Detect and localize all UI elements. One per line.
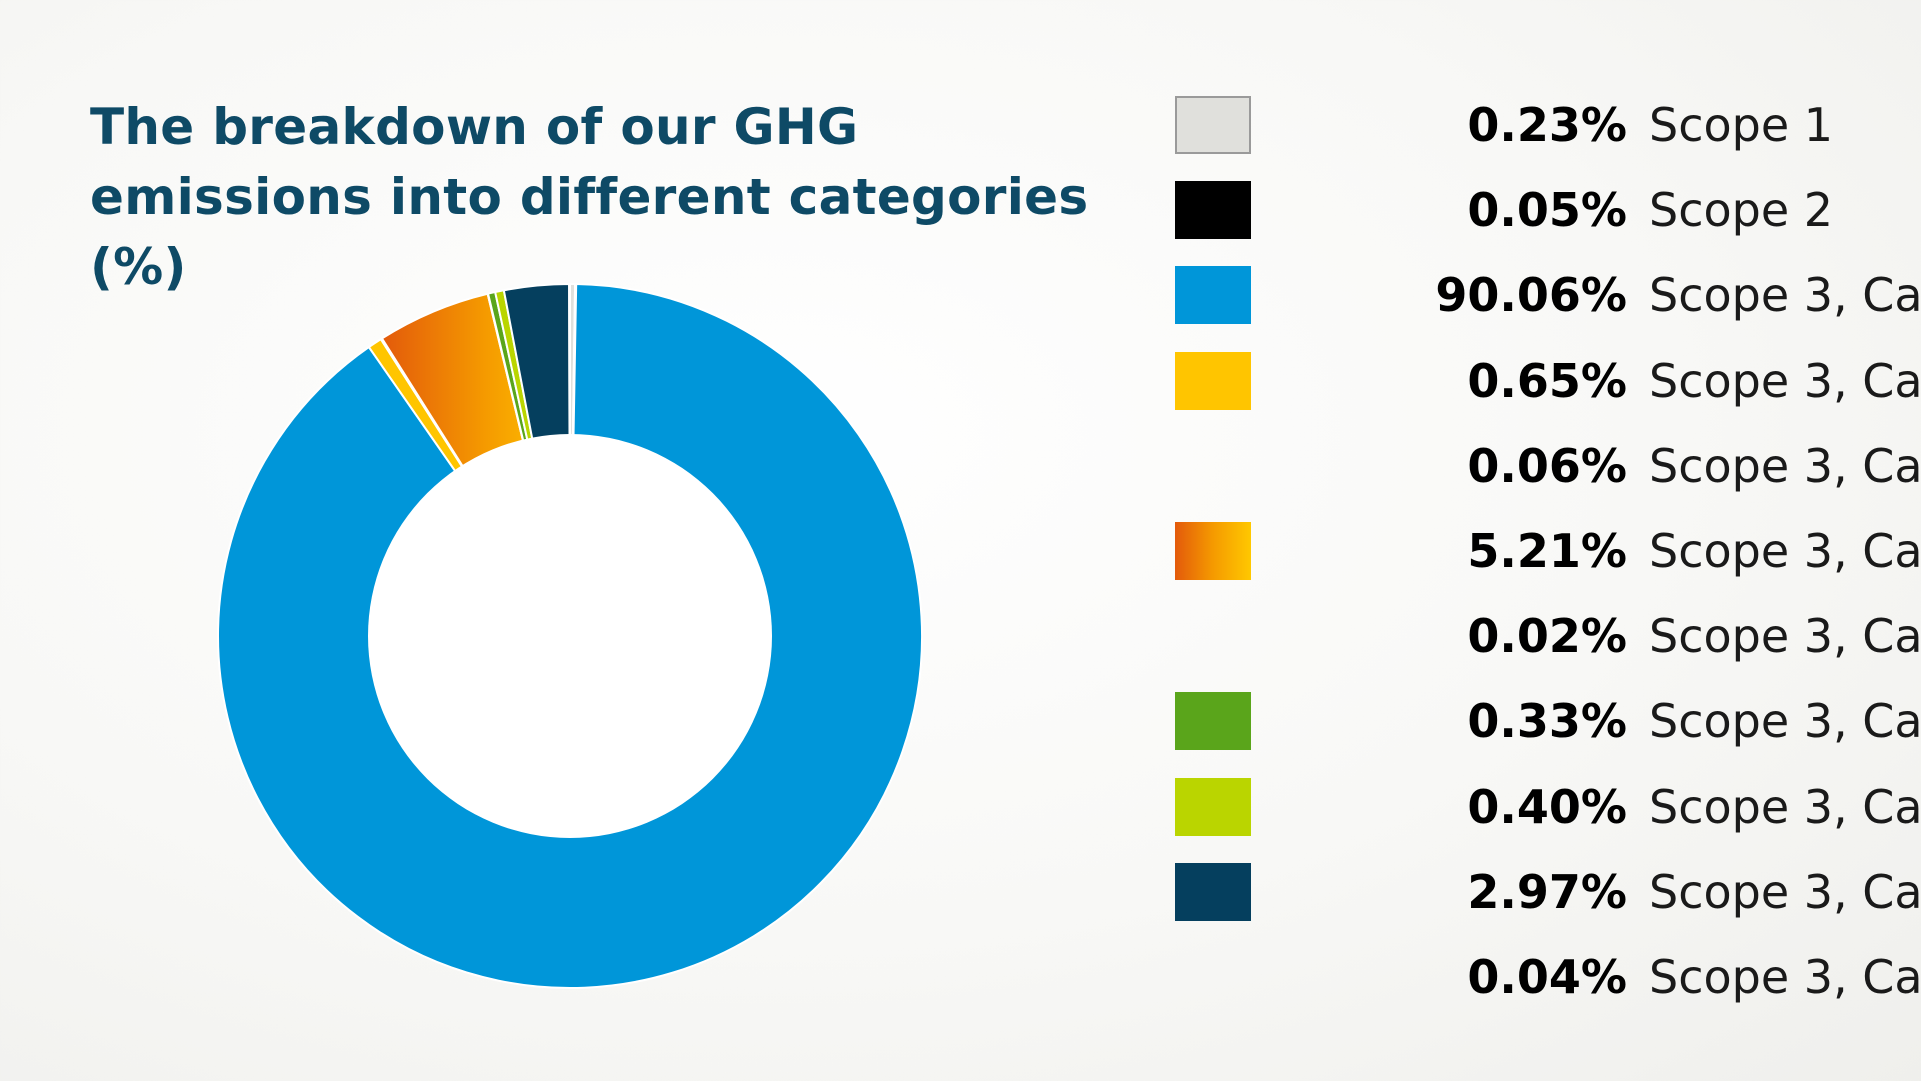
legend-label: Scope 3, Cat 1 <box>1649 268 1921 323</box>
legend-label: Scope 3, Cat 7 <box>1649 779 1921 834</box>
legend-value: 5.21% <box>1467 523 1627 578</box>
legend-swatch <box>1175 777 1251 836</box>
donut-hole <box>368 434 772 838</box>
legend-item-scope-3-cat-9: 2.97% Scope 3, Cat 9 <box>1175 861 1921 946</box>
legend-label: Scope 3, Cat 2 <box>1649 353 1921 408</box>
legend-item-scope-2: 0.05% Scope 2 <box>1175 179 1895 264</box>
legend-item-scope-3-cat-4: 5.21% Scope 3, Cat 4 <box>1175 520 1921 605</box>
legend-item-scope-1: 0.23% Scope 1 <box>1175 94 1895 179</box>
legend-item-scope-3-cat-6: 0.33% Scope 3, Cat 6 <box>1175 690 1921 775</box>
legend-label: Scope 3, Cat 5 <box>1649 609 1921 664</box>
legend-value: 2.97% <box>1467 864 1627 919</box>
legend: 0.23% Scope 1 0.05% Scope 2 90.06% Scope 3, C… <box>1175 94 1921 1031</box>
legend-item-scope-3-cat-12: 0.04% Scope 3, Cat 12 <box>1175 946 1921 1031</box>
chart-title: The breakdown of our GHG emissions into … <box>90 98 1089 296</box>
legend-value: 0.40% <box>1467 779 1627 834</box>
legend-label: Scope 3, Cat 3 <box>1649 438 1921 493</box>
legend-swatch <box>1175 266 1251 325</box>
legend-item-scope-3-cat-1: 90.06% Scope 3, Cat 1 <box>1175 264 1921 349</box>
legend-label: Scope 2 <box>1649 183 1834 238</box>
legend-value: 0.65% <box>1467 353 1627 408</box>
legend-swatch <box>1175 862 1251 921</box>
legend-value: 0.06% <box>1467 438 1627 493</box>
legend-label: Scope 3, Cat 12 <box>1649 949 1921 1004</box>
legend-value: 0.05% <box>1467 183 1627 238</box>
legend-label: Scope 3, Cat 4 <box>1649 523 1921 578</box>
legend-label: Scope 3, Cat 6 <box>1649 694 1921 749</box>
legend-label: Scope 1 <box>1649 98 1834 152</box>
legend-value: 90.06% <box>1435 268 1627 323</box>
legend-swatch <box>1175 96 1251 154</box>
legend-label: Scope 3, Cat 9 <box>1649 864 1921 919</box>
legend-swatch <box>1175 521 1251 580</box>
legend-value: 0.23% <box>1467 98 1627 152</box>
legend-swatch <box>1175 351 1251 410</box>
legend-item-scope-3-cat-2: 0.65% Scope 3, Cat 2 <box>1175 350 1921 435</box>
legend-swatch <box>1175 181 1251 240</box>
legend-value: 0.33% <box>1467 694 1627 749</box>
legend-item-scope-3-cat-3: 0.06% Scope 3, Cat 3 <box>1175 435 1921 520</box>
legend-item-scope-3-cat-5: 0.02% Scope 3, Cat 5 <box>1175 605 1921 690</box>
legend-swatch <box>1175 692 1251 751</box>
legend-item-scope-3-cat-7: 0.40% Scope 3, Cat 7 <box>1175 776 1921 861</box>
legend-value: 0.04% <box>1467 949 1627 1004</box>
legend-value: 0.02% <box>1467 609 1627 664</box>
